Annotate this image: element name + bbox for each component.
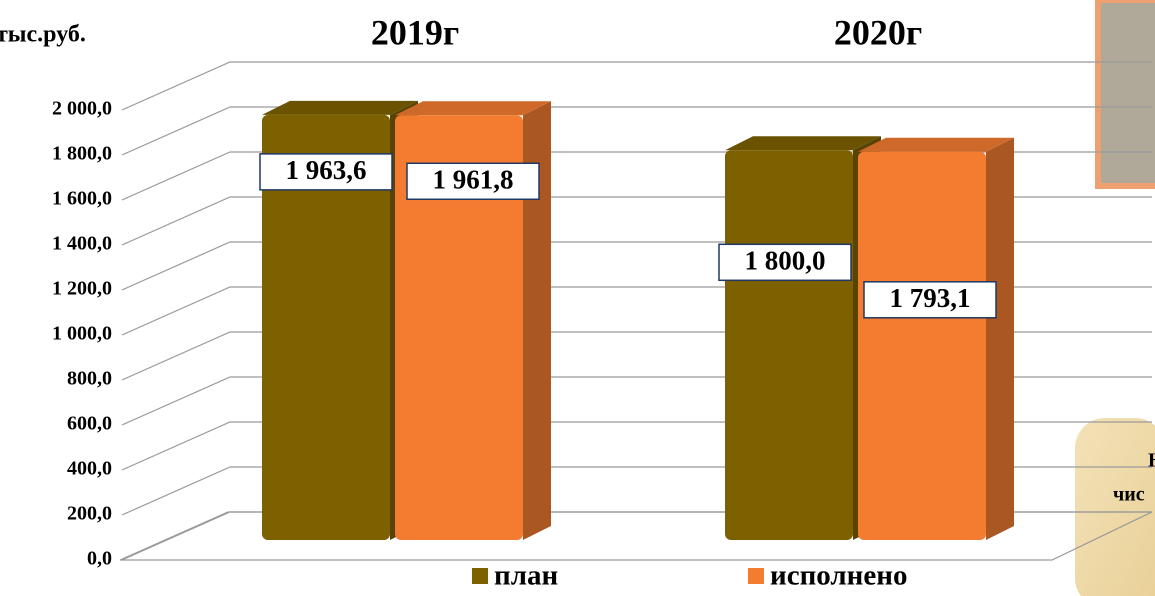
y-tick-label: 1 600,0 bbox=[52, 188, 112, 210]
y-tick-label: 200,0 bbox=[67, 503, 112, 525]
legend-label: план bbox=[494, 560, 558, 592]
category-label: 2020г bbox=[834, 12, 922, 52]
photo-frame bbox=[1095, 0, 1155, 189]
bar-top bbox=[858, 137, 1014, 152]
value-label-box bbox=[718, 243, 852, 282]
grid-line bbox=[121, 61, 1152, 111]
y-tick-label: 2 000,0 bbox=[52, 98, 112, 120]
bar-side bbox=[986, 137, 1014, 540]
y-tick-label: 600,0 bbox=[67, 413, 112, 435]
grid-line bbox=[121, 106, 1152, 156]
bar-side bbox=[523, 101, 551, 541]
legend-label: исполнено bbox=[770, 560, 907, 592]
y-axis-label: тыс.руб. bbox=[0, 22, 86, 48]
bar bbox=[395, 115, 523, 541]
y-tick-label: 400,0 bbox=[67, 458, 112, 480]
y-tick-label: 0,0 bbox=[87, 548, 112, 570]
bar bbox=[262, 114, 390, 540]
y-tick-label: 800,0 bbox=[67, 368, 112, 390]
category-label: 2019г bbox=[371, 12, 459, 52]
value-label-box bbox=[259, 153, 393, 191]
side-note: чис bbox=[1113, 484, 1145, 506]
side-panel bbox=[1075, 418, 1155, 596]
value-label-box bbox=[406, 162, 540, 201]
bar-top bbox=[262, 100, 418, 115]
side-note: Н bbox=[1148, 450, 1155, 472]
value-label-box bbox=[863, 281, 997, 319]
y-tick-label: 1 000,0 bbox=[52, 323, 112, 345]
bar-top bbox=[395, 101, 551, 116]
legend-swatch bbox=[472, 568, 488, 584]
y-tick-label: 1 200,0 bbox=[52, 278, 112, 300]
bar-top bbox=[725, 136, 881, 151]
legend-swatch bbox=[748, 568, 764, 584]
value-label: 1 961,8 bbox=[433, 164, 514, 194]
value-label: 1 793,1 bbox=[890, 283, 971, 313]
y-tick-label: 1 800,0 bbox=[52, 143, 112, 165]
y-tick-label: 1 400,0 bbox=[52, 233, 112, 255]
bar bbox=[858, 151, 986, 540]
value-label: 1 800,0 bbox=[745, 246, 826, 276]
bar bbox=[725, 150, 853, 541]
value-label: 1 963,6 bbox=[286, 155, 367, 185]
